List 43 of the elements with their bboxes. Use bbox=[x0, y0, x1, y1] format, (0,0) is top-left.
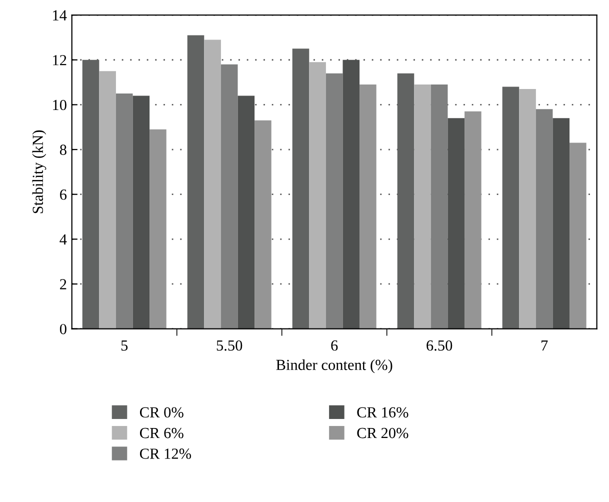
legend-label: CR 12% bbox=[140, 448, 192, 459]
y-tick-label: 6 bbox=[60, 190, 67, 200]
bar bbox=[570, 142, 586, 329]
bar bbox=[292, 48, 310, 329]
y-tick-label: 14 bbox=[53, 10, 67, 20]
bar bbox=[150, 129, 166, 329]
y-tick-label: 0 bbox=[60, 324, 66, 334]
bar bbox=[414, 84, 431, 329]
bar bbox=[116, 94, 133, 329]
x-tick-label: 5.50 bbox=[216, 340, 242, 351]
bar bbox=[132, 96, 150, 329]
y-tick-label: 12 bbox=[53, 55, 66, 66]
bar bbox=[187, 35, 204, 329]
x-tick-label: 6.50 bbox=[426, 340, 452, 351]
bar bbox=[430, 84, 448, 329]
x-axis-title: Binder content (%) bbox=[276, 359, 392, 374]
bar bbox=[397, 73, 414, 329]
bar bbox=[99, 71, 116, 329]
legend-label: CR 20% bbox=[357, 428, 408, 438]
legend-label: CR 16% bbox=[357, 407, 408, 418]
bar bbox=[448, 118, 465, 329]
y-tick-label: 8 bbox=[60, 144, 66, 155]
legend-label: CR 0% bbox=[140, 407, 184, 418]
y-tick-label: 10 bbox=[53, 100, 66, 110]
bar bbox=[519, 89, 536, 329]
bar bbox=[360, 84, 376, 329]
bar bbox=[464, 111, 482, 329]
y-tick-label: 2 bbox=[60, 279, 66, 290]
x-tick-label: 5 bbox=[121, 340, 128, 351]
bar bbox=[326, 73, 343, 329]
y-tick-label: 4 bbox=[60, 234, 67, 244]
bar bbox=[220, 64, 238, 329]
legend-label: CR 6% bbox=[140, 428, 184, 438]
bar bbox=[536, 109, 553, 329]
bar bbox=[204, 40, 221, 329]
x-tick-label: 6 bbox=[331, 340, 338, 351]
bar bbox=[82, 60, 100, 329]
bar bbox=[552, 118, 570, 329]
bar bbox=[309, 62, 326, 329]
y-axis-title: Stability (kN) bbox=[32, 130, 46, 214]
bar bbox=[254, 120, 272, 329]
x-tick-label: 7 bbox=[542, 340, 548, 351]
bar bbox=[502, 86, 520, 329]
